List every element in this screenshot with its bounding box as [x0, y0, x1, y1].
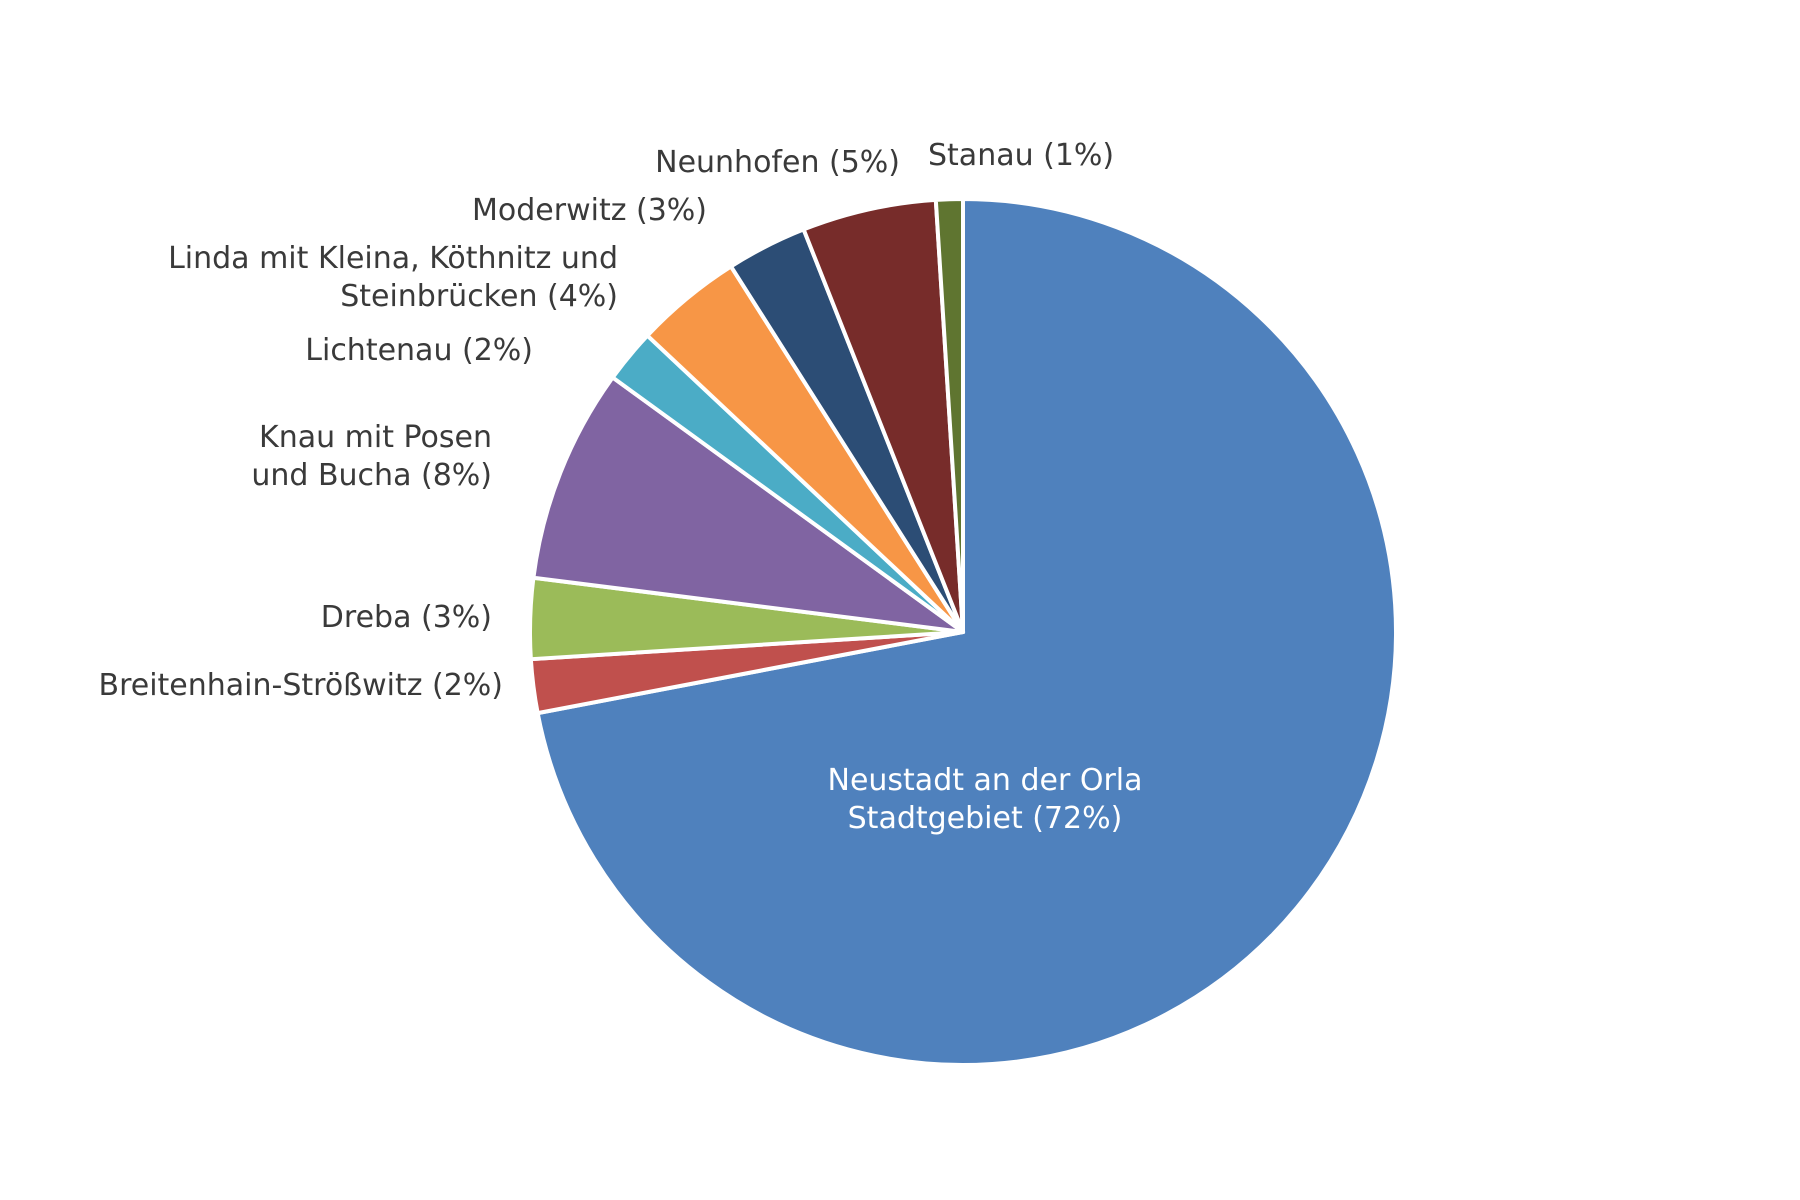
slice-label-line: Stanau (1%)	[928, 138, 1114, 173]
slice-label-line: Linda mit Kleina, Köthnitz und	[168, 241, 618, 276]
slice-label: Moderwitz (3%)	[472, 193, 707, 228]
slice-label: Lichtenau (2%)	[305, 333, 533, 368]
slice-label-line: Knau mit Posen	[259, 420, 492, 455]
slice-label: Stanau (1%)	[928, 138, 1114, 173]
slice-label-line: Steinbrücken (4%)	[340, 279, 618, 314]
slice-label-line: Stadtgebiet (72%)	[848, 801, 1123, 836]
pie-slice	[535, 197, 1398, 1067]
slice-label-line: und Bucha (8%)	[251, 458, 492, 493]
slice-label: Linda mit Kleina, Köthnitz und Steinbrück…	[168, 241, 618, 314]
slice-label: Breitenhain-Strößwitz (2%)	[98, 668, 503, 703]
pie-slice	[933, 197, 965, 634]
slice-label-line: Dreba (3%)	[321, 600, 492, 635]
slice-label-line: Neunhofen (5%)	[655, 145, 900, 180]
slice-label: Dreba (3%)	[321, 600, 492, 635]
pie-slice	[531, 375, 965, 634]
slice-label-line: Neustadt an der Orla	[828, 763, 1143, 798]
slice-label: Neunhofen (5%)	[655, 145, 900, 180]
slice-label: Knau mit Posen und Bucha (8%)	[251, 420, 492, 493]
slice-label-line: Moderwitz (3%)	[472, 193, 707, 228]
slice-label: Neustadt an der Orla Stadtgebiet (72%)	[828, 763, 1143, 836]
slice-label-line: Breitenhain-Strößwitz (2%)	[98, 668, 503, 703]
slice-label-line: Lichtenau (2%)	[305, 333, 533, 368]
